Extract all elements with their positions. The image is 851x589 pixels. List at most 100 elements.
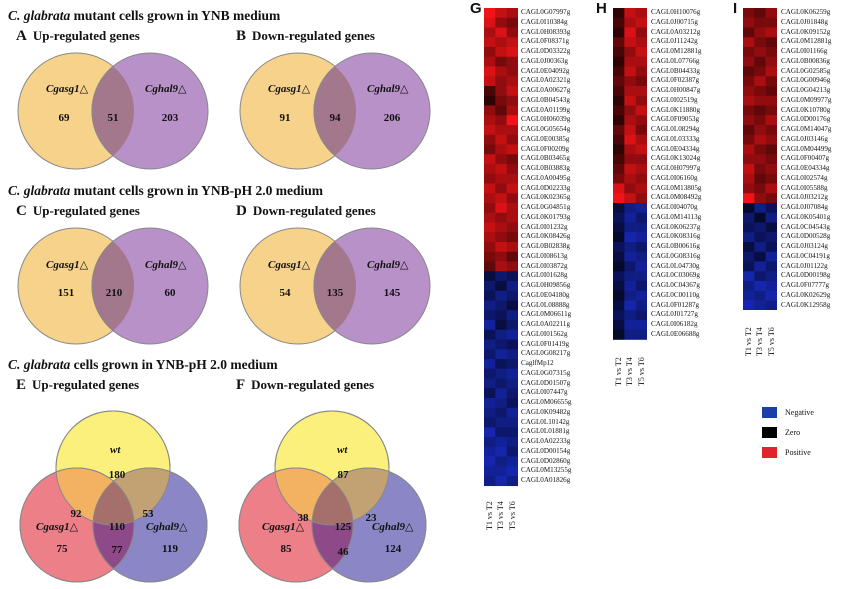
heatmap-h-gene-label: CAGL0C04367g [651, 281, 700, 289]
heatmap-i-letter: I [733, 0, 738, 17]
heatmap-h-gene-label: CAGL0E06688g [651, 329, 700, 338]
heatmap-g-cell [484, 183, 496, 194]
heatmap-g-cell [506, 27, 518, 38]
heatmap-h-cell [624, 86, 636, 97]
heatmap-g-cell [495, 203, 507, 214]
heatmap-i-cell [754, 27, 766, 38]
heatmap-i-cell [754, 251, 766, 262]
heatmap-h-cell [624, 76, 636, 87]
heatmap-h-gene-label: CAGL0L07766g [651, 56, 700, 65]
venn-e-top-left-count: 92 [71, 508, 83, 520]
heatmap-g-cell [495, 222, 507, 233]
heatmap-g-cell [495, 359, 507, 370]
heatmap-g-cell [484, 476, 496, 487]
heatmap-i-cell [754, 95, 766, 106]
heatmap-i-gene-label: CAGL0F07777g [781, 281, 830, 289]
heatmap-g-gene-label: CAGL0I01562g [521, 329, 568, 338]
heatmap-i-cell [743, 212, 755, 223]
heatmap-g-cell [506, 144, 518, 155]
heatmap-h-gene-label: CAGL0F01287g [651, 300, 700, 309]
heatmap-g-cell [495, 456, 507, 467]
heatmap-h-cell [624, 164, 636, 175]
heatmap-g-cell [495, 251, 507, 262]
heatmap-g-cell [495, 261, 507, 272]
heatmap-i-cell [754, 144, 766, 155]
heatmap-h-cell [624, 320, 636, 331]
heatmap-h-cell [624, 193, 636, 204]
heatmap-g-cell [506, 47, 518, 58]
venn-c-left-count: 151 [58, 287, 75, 299]
heatmap-g-cell [495, 310, 507, 321]
heatmap-g-cell [495, 115, 507, 126]
heatmap-g-cell [506, 378, 518, 389]
heatmap-g-cell [484, 17, 496, 28]
heatmap-i-gene-label: CAGL0K09152g [781, 27, 831, 36]
heatmap-i-cell [743, 251, 755, 262]
venn-b-right-label: Cghal9△ [367, 83, 409, 95]
heatmap-h-cell [624, 95, 636, 106]
heatmap-g-cell [495, 466, 507, 477]
heatmap-g-cell [506, 417, 518, 428]
heatmap-i-cell [765, 271, 777, 282]
heatmap-h-cell [613, 17, 625, 28]
heatmap-i-gene-label: CAGL0B00836g [781, 56, 830, 65]
heatmap-g-cell [506, 8, 518, 19]
heatmap-g-cell [506, 261, 518, 272]
heatmap-h-gene-label: CAGL0G08316g [651, 251, 701, 260]
heatmap-i-cell [743, 37, 755, 48]
heatmap-g-cell [484, 232, 496, 243]
heatmap-i-cell [743, 242, 755, 253]
heatmap-g-gene-label: CAGL0L01881g [521, 427, 570, 436]
heatmap-i-cell [754, 86, 766, 97]
heatmap-h-cell [635, 203, 647, 214]
heatmap-g-gene-label: CAGL0A01199g [521, 105, 570, 114]
heatmap-g-cell [484, 56, 496, 67]
heatmap-i-cell [754, 281, 766, 292]
panel-a-title: A Up-regulated genes [16, 28, 140, 44]
heatmap-g-cell [484, 466, 496, 477]
heatmap-i-cell [765, 86, 777, 97]
heatmap-i-gene-label: CAGL0D00528g [781, 232, 831, 241]
heatmap-g-cell [484, 290, 496, 301]
heatmap-g-cell [506, 388, 518, 399]
heatmap-i-cell [754, 164, 766, 175]
heatmap-h-gene-label: CAGL0J01727g [651, 310, 698, 319]
heatmap-g-cell [495, 427, 507, 438]
heatmap-h-cell [624, 134, 636, 145]
heatmap-h-cell [635, 300, 647, 311]
heatmap-h-cell [624, 27, 636, 38]
heatmap-g-gene-label: CAGL0I10384g [521, 17, 568, 26]
heatmap-h [613, 8, 647, 340]
heatmap-h-cell [624, 37, 636, 48]
heatmap-g-column-label: T1 vs T2 [485, 501, 494, 530]
heatmap-g-cell [506, 281, 518, 292]
heatmap-g-cell [495, 105, 507, 116]
heatmap-g [484, 8, 518, 487]
heatmap-i-cell [754, 37, 766, 48]
heatmap-h-cell [635, 144, 647, 155]
heatmap-h-cell [635, 56, 647, 67]
heatmap-g-cell [484, 427, 496, 438]
heatmap-g-gene-label: CAGL0I01232g [521, 222, 568, 231]
heatmap-h-cell [624, 329, 636, 340]
heatmap-h-cell [635, 281, 647, 292]
heatmap-h-cell [635, 261, 647, 272]
heatmap-g-cell [495, 320, 507, 331]
heatmap-i-cell [743, 115, 755, 126]
heatmap-g-cell [495, 417, 507, 428]
venn-e: wt 180 92 53 110 Cgasg1△ Cghal9△ 75 77 1… [19, 410, 208, 583]
heatmap-g-cell [484, 407, 496, 418]
heatmap-i-gene-label: CAGL0J01122g [781, 261, 828, 270]
heatmap-i-cell [754, 212, 766, 223]
venn-c-both-count: 210 [106, 287, 123, 299]
heatmap-h-cell [613, 86, 625, 97]
heatmap-g-gene-label: CAGL0G05654g [521, 125, 571, 133]
heatmap-i-gene-label: CAGL0M09977g [781, 95, 832, 104]
heatmap-g-cell [495, 398, 507, 409]
heatmap-g-cell [506, 183, 518, 194]
heatmap-g-cell [506, 398, 518, 409]
heatmap-g-cell [506, 456, 518, 467]
heatmap-i-cell [765, 47, 777, 58]
heatmap-h-gene-label: CAGL0M08492g [651, 193, 702, 202]
venn-b-right-count: 206 [384, 112, 401, 124]
